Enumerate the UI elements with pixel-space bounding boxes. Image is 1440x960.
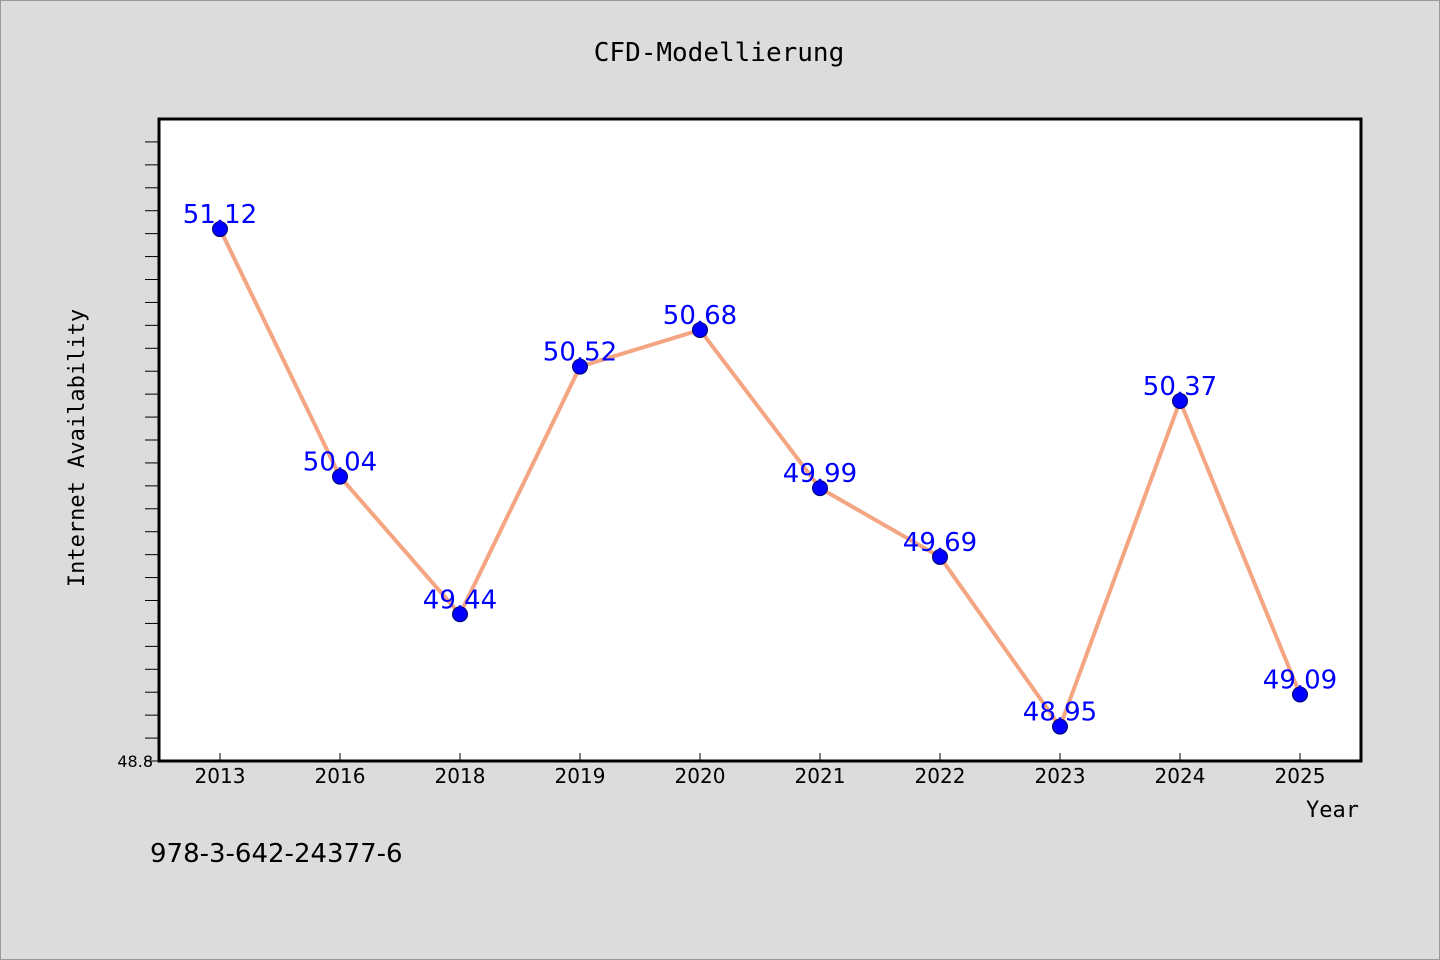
data-point: [692, 321, 708, 338]
data-label: 48.95: [1023, 698, 1097, 728]
x-tick-label: 2016: [315, 764, 366, 788]
x-tick-label: 2024: [1155, 764, 1206, 788]
y-tick-label: 48.8: [117, 752, 153, 771]
x-tick-label: 2018: [435, 764, 486, 788]
isbn-footer: 978-3-642-24377-6: [150, 839, 403, 869]
series-line-group: [218, 228, 1302, 729]
x-tick-label: 2025: [1275, 764, 1326, 788]
plot-area: [157, 117, 1363, 763]
data-point: [1292, 686, 1308, 703]
data-label: 50.37: [1143, 372, 1217, 402]
data-label: 49.09: [1263, 666, 1337, 696]
data-point: [812, 480, 828, 497]
data-point: [932, 548, 948, 565]
data-point: [452, 606, 468, 623]
x-tick-label: 2013: [195, 764, 246, 788]
data-labels: 51.12 50.04 49.44 50.52 50.68 49.99 49.69 48.95…: [183, 200, 1337, 728]
data-label: 49.69: [903, 528, 977, 558]
data-point: [212, 221, 228, 238]
data-point: [332, 468, 348, 485]
data-label: 50.04: [303, 448, 377, 478]
data-label: 50.52: [543, 338, 617, 368]
data-point: [572, 358, 588, 375]
data-label: 50.68: [663, 301, 737, 331]
x-axis-ticks: 2013 2016 2018 2019 2020 2021 2022 2023 2024 2025: [195, 753, 1326, 788]
y-axis-label: Internet Availability: [65, 309, 90, 587]
x-tick-label: 2020: [675, 764, 726, 788]
x-tick-label: 2022: [915, 764, 966, 788]
y-axis-ticks: [145, 141, 159, 762]
data-point: [1052, 718, 1068, 735]
data-label: 51.12: [183, 200, 257, 230]
x-tick-label: 2019: [555, 764, 606, 788]
x-axis-label: Year: [1306, 798, 1359, 823]
data-point: [1172, 393, 1188, 410]
chart-title: CFD-Modellierung: [594, 38, 844, 68]
x-tick-label: 2023: [1035, 764, 1086, 788]
series-line: [218, 228, 1302, 729]
series-markers: [212, 221, 1308, 735]
data-label: 49.99: [783, 459, 857, 489]
x-tick-label: 2021: [795, 764, 846, 788]
data-label: 49.44: [423, 585, 497, 615]
